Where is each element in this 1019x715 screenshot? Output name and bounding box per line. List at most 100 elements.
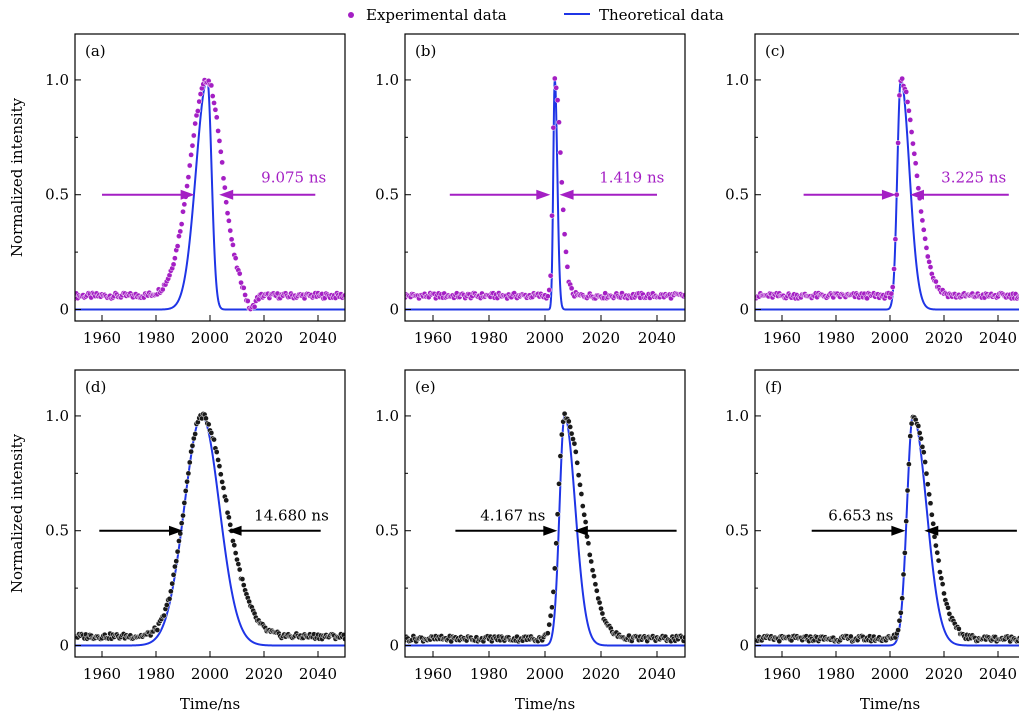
experimental-point	[544, 293, 551, 300]
x-tick-label: 1960	[414, 329, 452, 347]
theoretical-curve	[755, 414, 1019, 647]
fwhm-arrow-right-head	[219, 189, 234, 200]
y-axis-label: Normalized intensity	[8, 433, 26, 593]
experimental-point	[212, 106, 219, 113]
experimental-point	[219, 479, 225, 485]
experimental-point	[924, 253, 931, 260]
x-tick-label: 1980	[817, 665, 855, 683]
experimental-point	[930, 520, 937, 527]
fwhm-arrow-right-head	[559, 189, 574, 200]
experimental-point	[938, 575, 945, 582]
fwhm-arrow-right-head	[573, 525, 588, 536]
experimental-point	[195, 108, 201, 114]
experimental-point	[549, 212, 555, 219]
y-tick-label: 0.5	[375, 522, 399, 540]
fwhm-arrow-right-head	[909, 189, 924, 200]
experimental-point	[915, 423, 922, 429]
panel-d: 1960 1980 2000 2020 2040 0 0.5 1.0 (d) 14.680 ns N…	[8, 369, 346, 713]
experimental-point	[557, 149, 564, 156]
experimental-point	[585, 540, 592, 547]
experimental-point	[205, 421, 212, 428]
panel-c: 1960 1980 2000 2020 2040 0 0.5 1.0 (c) 3.225 ns	[725, 33, 1019, 347]
experimental-point	[213, 449, 220, 455]
experimental-point	[227, 521, 234, 528]
x-tick-label: 2040	[299, 329, 337, 347]
experimental-point	[174, 548, 181, 555]
experimental-point	[907, 433, 914, 439]
legend-experimental-label: Experimental data	[366, 6, 507, 24]
experimental-point	[163, 602, 170, 608]
y-tick-label: 0.5	[725, 186, 749, 204]
experimental-point	[914, 172, 920, 179]
experimental-point	[189, 142, 196, 149]
experimental-point	[185, 174, 192, 180]
experimental-point	[556, 480, 562, 487]
experimental-point	[575, 472, 582, 478]
x-tick-label: 2000	[191, 329, 229, 347]
experimental-point	[547, 612, 554, 619]
experimental-point	[567, 424, 574, 430]
experimental-point	[589, 567, 596, 574]
x-axis-label: Time/ns	[860, 695, 920, 713]
experimental-point	[226, 514, 232, 521]
y-tick-label: 0	[739, 301, 749, 319]
x-tick-label: 1980	[137, 665, 175, 683]
fwhm-label: 1.419 ns	[599, 169, 664, 187]
experimental-point	[223, 497, 230, 504]
experimental-point	[896, 617, 903, 624]
experimental-point	[222, 184, 228, 191]
experimental-point	[572, 449, 579, 455]
experimental-point	[911, 150, 918, 157]
experimental-point	[919, 217, 926, 224]
x-tick-label: 2000	[526, 329, 564, 347]
experimental-point	[186, 162, 193, 169]
experimental-point	[591, 573, 597, 579]
x-tick-label: 2040	[979, 665, 1017, 683]
experimental-point	[574, 459, 581, 466]
experimental-point	[544, 630, 551, 637]
experimental-point	[546, 621, 553, 628]
experimental-point	[154, 627, 161, 633]
experimental-point	[213, 114, 220, 121]
experimental-point	[904, 487, 911, 494]
x-tick-label: 2000	[191, 665, 229, 683]
x-tick-label: 1960	[414, 665, 452, 683]
experimental-point	[188, 152, 194, 158]
experimental-point	[178, 221, 185, 227]
experimental-point	[903, 518, 910, 525]
experimental-point	[232, 550, 239, 556]
experimental-point	[209, 93, 216, 99]
x-tick-label: 2040	[979, 329, 1017, 347]
experimental-point	[581, 511, 588, 518]
experimental-point	[226, 217, 232, 224]
y-axis-label: Normalized intensity	[8, 97, 26, 257]
experimental-point	[554, 511, 561, 518]
experimental-point	[926, 491, 933, 498]
experimental-point	[172, 563, 178, 570]
experimental-point	[239, 576, 246, 582]
experimental-point	[568, 285, 575, 292]
experimental-point	[588, 558, 595, 565]
theoretical-curve	[755, 78, 1019, 311]
panel-f: 1960 1980 2000 2020 2040 0 0.5 1.0 (f) 6.653 ns Ti…	[725, 369, 1019, 713]
x-tick-label: 2000	[871, 665, 909, 683]
experimental-point	[864, 295, 870, 302]
experimental-point	[682, 292, 685, 298]
x-tick-label: 2040	[299, 665, 337, 683]
experimental-point	[934, 549, 941, 556]
experimental-point	[888, 290, 895, 297]
experimental-point	[182, 488, 189, 494]
experimental-point	[891, 266, 897, 272]
experimental-point	[941, 590, 947, 597]
y-tick-label: 1.0	[375, 71, 399, 89]
experimental-point	[203, 415, 209, 422]
experimental-point	[211, 100, 217, 106]
fwhm-label: 4.167 ns	[480, 507, 545, 525]
experimental-point	[933, 542, 939, 549]
experimental-point	[578, 491, 585, 497]
experimental-point	[217, 471, 224, 478]
experimental-point	[211, 436, 217, 443]
experimental-point	[904, 99, 911, 105]
experimental-point	[550, 589, 557, 595]
experimental-point	[169, 580, 176, 587]
